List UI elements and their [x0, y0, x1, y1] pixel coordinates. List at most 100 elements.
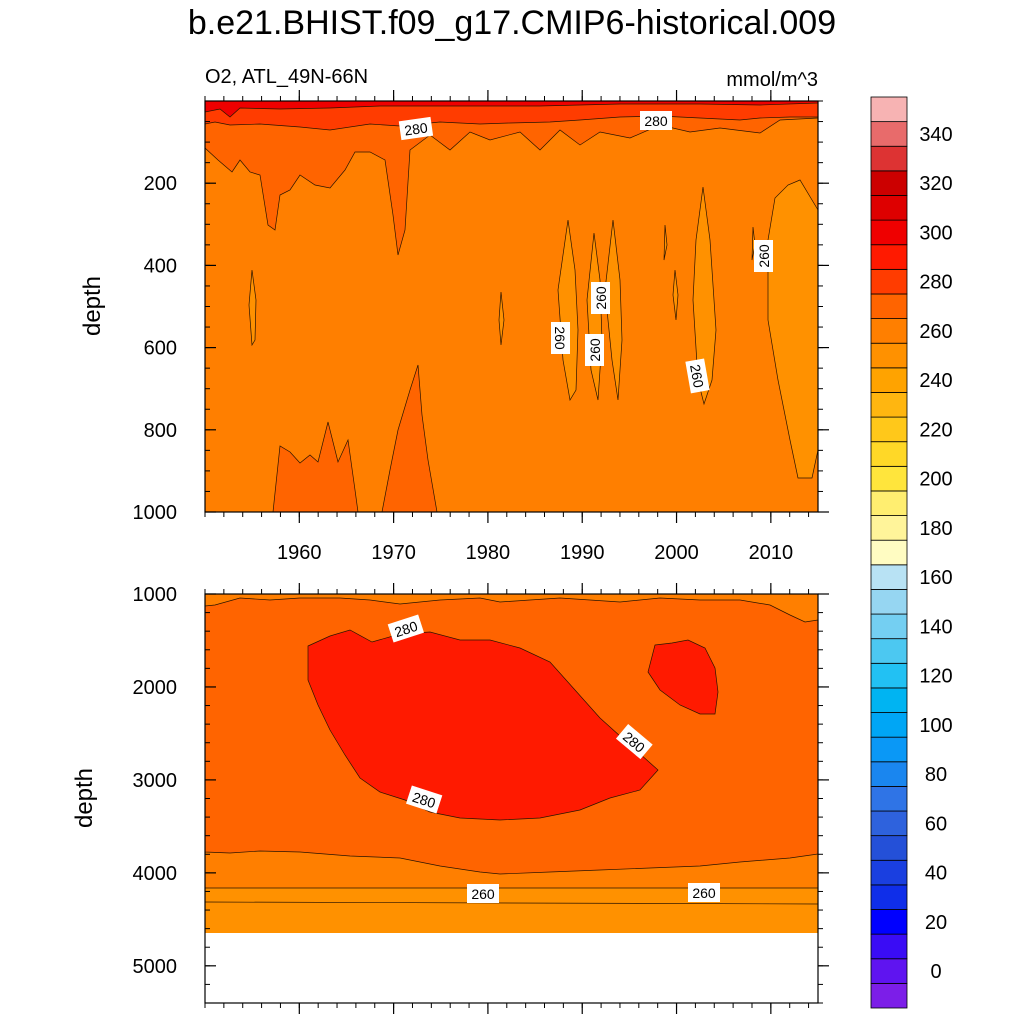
colorbar-segment — [870, 219, 908, 246]
colorbar-tick-label: 20 — [925, 912, 947, 934]
colorbar-segment — [870, 884, 908, 910]
upper-panel-ylabel: depth — [79, 276, 106, 336]
deep-lobe-1972 — [381, 364, 438, 512]
upper-panel-field — [205, 101, 818, 512]
ytick-label: 200 — [144, 173, 177, 195]
upper-contour-label: 260 — [591, 282, 610, 314]
xtick-label: 2010 — [749, 542, 794, 564]
colorbar-segment — [870, 662, 908, 689]
colorbar-segment — [870, 638, 908, 664]
ytick-label: 400 — [144, 255, 177, 277]
upper-panel-ytick-labels: 200 400 600 800 1000 — [133, 173, 178, 524]
colorbar-tick-label: 160 — [919, 567, 952, 589]
colorbar — [870, 96, 908, 1009]
units-label: mmol/m^3 — [726, 69, 818, 91]
colorbar-segment — [870, 490, 908, 516]
colorbar-segment — [870, 712, 908, 738]
colorbar-tick-label: 140 — [919, 616, 952, 638]
colorbar-segment — [870, 293, 908, 319]
svg-text:260: 260 — [692, 885, 716, 901]
colorbar-segment — [870, 441, 908, 467]
upper-contour-label: 280 — [398, 116, 434, 141]
colorbar-segment — [870, 416, 908, 443]
upper-contour-label: 280 — [640, 111, 672, 130]
lower-contour-label: 280 — [387, 614, 424, 643]
field-band-270-280 — [205, 101, 818, 256]
colorbar-tick-label: 120 — [919, 666, 952, 688]
colorbar-tick-label: 300 — [919, 222, 952, 244]
colorbar-segment — [870, 367, 908, 393]
svg-text:260: 260 — [552, 326, 568, 350]
colorbar-segment — [870, 195, 908, 221]
top-rim-260-270 — [205, 594, 818, 623]
colorbar-segment — [870, 589, 908, 615]
colorbar-tick-label: 260 — [919, 321, 952, 343]
upper-panel-ticks — [204, 90, 829, 523]
svg-text:260: 260 — [756, 244, 772, 268]
colorbar-segment — [870, 170, 908, 196]
svg-text:260: 260 — [587, 338, 603, 362]
colorbar-segment — [870, 761, 908, 787]
svg-text:260: 260 — [593, 286, 609, 310]
xtick-label: 2000 — [654, 542, 699, 564]
colorbar-segment — [870, 121, 908, 147]
upper-panel-xtick-labels: 1960 1970 1980 1990 2000 2010 — [277, 542, 793, 564]
variable-label: O2, ATL_49N-66N — [205, 66, 368, 88]
colorbar-segment — [870, 564, 908, 590]
ytick-label: 4000 — [133, 863, 178, 885]
lens-2010s — [767, 179, 818, 479]
colorbar-tick-label: 240 — [919, 370, 952, 392]
colorbar-segment — [870, 786, 908, 812]
colorbar-segment — [870, 465, 908, 492]
upper-contour-label: 260 — [585, 334, 604, 366]
colorbar-segment — [870, 539, 908, 566]
xtick-label: 1980 — [466, 542, 511, 564]
colorbar-segment — [870, 342, 908, 369]
colorbar-tick-label: 40 — [925, 863, 947, 885]
svg-text:280: 280 — [644, 113, 668, 129]
svg-text:280: 280 — [410, 789, 437, 812]
lens-2007 — [751, 226, 756, 261]
lower-panel-field — [205, 594, 818, 1003]
colorbar-segment — [870, 613, 908, 640]
colorbar-segment — [870, 318, 908, 344]
ytick-label: 800 — [144, 420, 177, 442]
colorbar-tick-label: 200 — [919, 469, 952, 491]
colorbar-tick-label: 180 — [919, 518, 952, 540]
ytick-label: 5000 — [133, 956, 178, 978]
svg-text:260: 260 — [687, 363, 707, 389]
upper-contour-label: 260 — [551, 322, 570, 354]
lower-contour-label: 260 — [467, 884, 499, 903]
colorbar-segment — [870, 687, 908, 713]
colorbar-tick-label: 100 — [919, 715, 952, 737]
ytick-label: 600 — [144, 338, 177, 360]
colorbar-segment — [870, 515, 908, 541]
xtick-label: 1970 — [371, 542, 416, 564]
colorbar-segment — [870, 392, 908, 418]
colorbar-segment — [870, 835, 908, 861]
ytick-label: 1000 — [133, 584, 178, 606]
colorbar-tick-label: 280 — [919, 272, 952, 294]
lower-contour-label: 280 — [406, 785, 443, 814]
lens-2002 — [692, 186, 717, 406]
lower-panel-ticks — [204, 583, 829, 1014]
colorbar-segment — [870, 268, 908, 295]
core-280-290-right — [647, 639, 719, 715]
colorbar-segment — [870, 736, 908, 763]
svg-text:280: 280 — [403, 119, 429, 138]
colorbar-segment — [870, 96, 908, 123]
colorbar-segment — [870, 909, 908, 935]
lower-contour-label: 260 — [688, 883, 720, 902]
lens-1955 — [248, 269, 257, 347]
lens-1981 — [498, 291, 505, 346]
svg-text:280: 280 — [392, 618, 419, 641]
ytick-label: 1000 — [133, 502, 178, 524]
field-band-280-290 — [205, 101, 818, 131]
colorbar-segment — [870, 958, 908, 984]
lens-1999 — [672, 269, 679, 321]
ytick-label: 2000 — [133, 677, 178, 699]
lens-1988 — [557, 219, 579, 401]
upper-contour-label: 260 — [754, 240, 773, 272]
colorbar-tick-label: 80 — [925, 764, 947, 786]
